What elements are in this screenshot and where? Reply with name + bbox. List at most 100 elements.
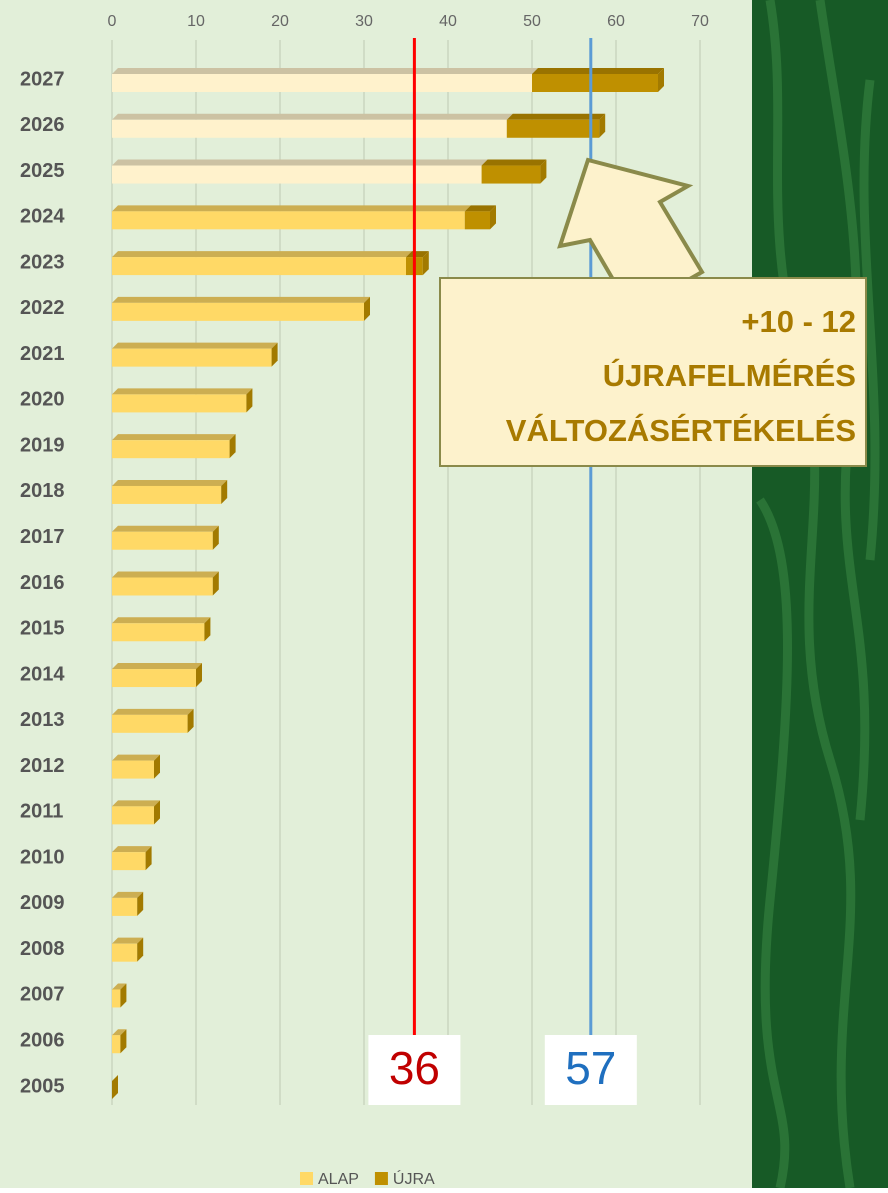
bar-side	[540, 159, 547, 184]
bar	[112, 577, 213, 596]
bar	[112, 119, 507, 138]
y-tick-label: 2011	[20, 801, 63, 823]
bar-side	[212, 571, 219, 596]
bar-side	[137, 891, 144, 916]
y-tick-label: 2020	[20, 389, 65, 411]
y-tick-label: 2009	[20, 892, 65, 914]
bar-top	[112, 296, 370, 303]
y-tick-label: 2021	[20, 343, 65, 365]
y-tick-label: 2022	[20, 297, 65, 319]
bar	[112, 165, 482, 184]
bar-side	[154, 800, 160, 825]
bar-top	[112, 1029, 127, 1036]
y-tick-label: 2027	[20, 68, 65, 90]
x-tick-label: 0	[108, 13, 117, 30]
y-tick-label: 2010	[20, 846, 65, 868]
bar	[112, 806, 154, 825]
x-tick-label: 70	[691, 13, 709, 30]
bar-top	[112, 617, 211, 624]
bar	[112, 897, 138, 916]
y-tick-label: 2008	[20, 938, 65, 960]
y-tick-label: 2026	[20, 114, 65, 136]
bar-side	[120, 1029, 127, 1054]
x-tick-label: 20	[271, 13, 289, 30]
bar-side	[229, 434, 236, 459]
bar-top	[112, 846, 152, 853]
bar	[112, 669, 196, 688]
bar-top	[406, 251, 429, 258]
bar	[481, 165, 541, 184]
bar-side	[137, 937, 144, 962]
bar	[112, 623, 205, 642]
y-tick-label: 2006	[20, 1030, 65, 1052]
x-tick-label: 60	[607, 13, 625, 30]
y-tick-label: 2017	[20, 526, 65, 548]
annotation-line: +10 - 12	[741, 304, 856, 339]
bar-top	[464, 205, 496, 212]
y-tick-label: 2024	[20, 206, 65, 228]
legend-label: ÚJRA	[393, 1169, 435, 1188]
bar	[112, 440, 230, 459]
bar	[112, 348, 272, 367]
legend: ALAP ÚJRA	[300, 1169, 435, 1188]
bar	[506, 119, 600, 138]
bar-top	[112, 342, 278, 349]
bar-top	[532, 68, 664, 74]
bar-side	[187, 708, 194, 733]
bar-top	[112, 434, 236, 441]
annotation-line: ÚJRAFELMÉRÉS	[603, 357, 856, 393]
bar	[112, 943, 138, 962]
bar-side	[364, 296, 370, 321]
x-tick-label: 10	[187, 13, 205, 30]
bar-top	[112, 663, 202, 670]
bar	[112, 211, 465, 230]
bar	[112, 302, 364, 321]
bar-side	[490, 205, 496, 230]
y-tick-label: 2023	[20, 251, 65, 273]
reference-label: 36	[389, 1042, 440, 1094]
bar-top	[112, 159, 488, 166]
bar	[112, 989, 121, 1008]
bar-top	[112, 525, 219, 532]
bar-side	[221, 479, 228, 504]
y-tick-label: 2025	[20, 160, 65, 182]
bar	[112, 394, 247, 413]
bar-top	[112, 800, 160, 807]
bar-side	[658, 68, 664, 92]
y-tick-label: 2019	[20, 434, 65, 456]
y-tick-label: 2015	[20, 618, 65, 640]
bar	[112, 257, 406, 276]
bar	[112, 485, 222, 504]
bar-side	[145, 846, 152, 871]
bar-top	[112, 937, 144, 944]
bar-top	[112, 891, 144, 898]
legend-swatch	[300, 1172, 313, 1185]
bar	[532, 74, 658, 92]
bar-top	[112, 479, 228, 486]
bar-top	[112, 205, 471, 212]
y-tick-label: 2005	[20, 1075, 65, 1097]
x-tick-label: 40	[439, 13, 457, 30]
bar-side	[271, 342, 278, 367]
y-tick-label: 2013	[20, 709, 65, 731]
bar-top	[112, 571, 219, 578]
side-pattern	[756, 0, 880, 1189]
bar-side	[154, 754, 160, 779]
y-tick-label: 2012	[20, 755, 65, 777]
y-tick-label: 2016	[20, 572, 65, 594]
bar-top	[506, 113, 606, 120]
annotation-box	[439, 277, 867, 467]
x-tick-label: 30	[355, 13, 373, 30]
reference-label: 57	[565, 1042, 616, 1094]
annotation-line: VÁLTOZÁSÉRTÉKELÉS	[506, 413, 856, 448]
bar-top	[112, 754, 160, 761]
bar-side	[196, 663, 202, 688]
bar-top	[112, 388, 253, 395]
bar	[112, 1035, 121, 1054]
bar	[112, 852, 146, 871]
bar	[464, 211, 490, 230]
bar-top	[112, 113, 513, 120]
bar-side	[212, 525, 219, 550]
